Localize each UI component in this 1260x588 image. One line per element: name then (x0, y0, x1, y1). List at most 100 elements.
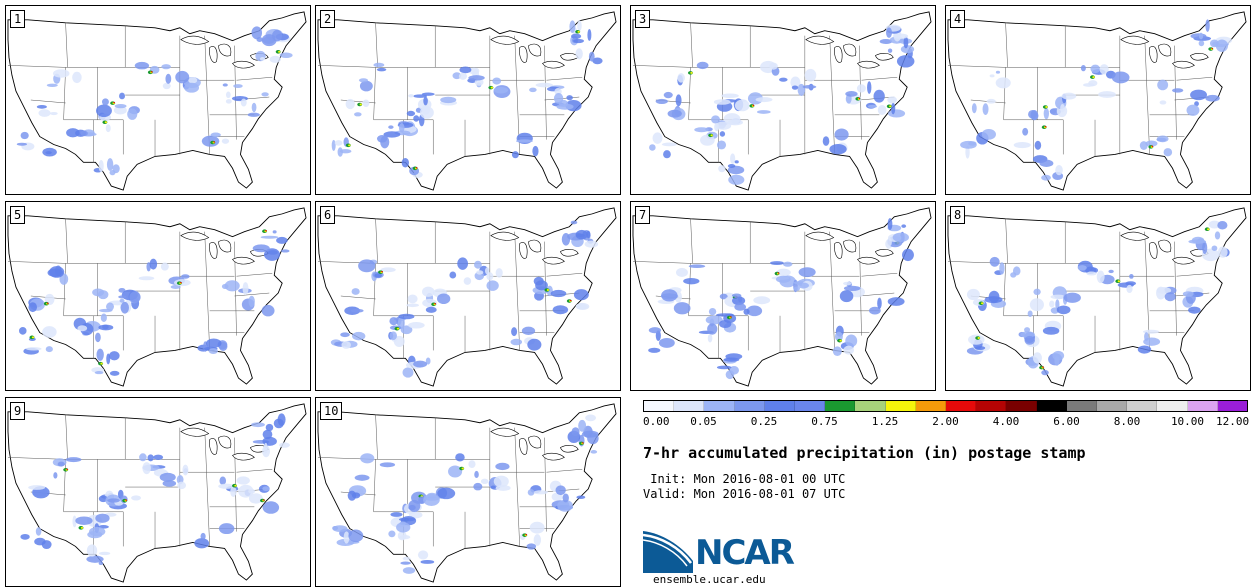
great-lake (834, 242, 843, 259)
precip-area (1060, 104, 1065, 113)
precip-area (995, 70, 1001, 74)
precip-core (47, 302, 49, 304)
precip-area (1024, 335, 1036, 345)
precip-area (129, 291, 141, 303)
precip-area (262, 445, 271, 458)
member-number-label: 6 (320, 206, 336, 224)
precip-area (989, 256, 1000, 267)
precip-area (120, 301, 129, 314)
precip-area (886, 27, 892, 38)
precip-area (248, 493, 263, 504)
great-lake (875, 53, 894, 61)
precip-area (448, 465, 463, 478)
precip-area (793, 286, 800, 291)
precip-area (1172, 88, 1184, 93)
precip-area (577, 20, 582, 32)
precip-area (573, 289, 589, 301)
great-lake (519, 46, 528, 63)
precip-core (66, 468, 69, 471)
precip-area (533, 490, 548, 495)
great-lake (1158, 43, 1172, 57)
precip-area (182, 464, 189, 476)
precip-area (839, 290, 854, 303)
precip-core (31, 336, 35, 339)
precip-area (753, 296, 771, 305)
state-border (204, 231, 210, 351)
colorbar-swatch (644, 401, 675, 411)
precip-area (72, 71, 82, 84)
precip-area (1190, 89, 1207, 101)
precip-area (221, 283, 229, 289)
precip-area (721, 93, 739, 99)
state-border (947, 65, 1066, 68)
precip-area (114, 104, 127, 109)
precip-area (725, 353, 743, 360)
precip-area (389, 317, 398, 326)
state-border (373, 67, 376, 120)
precip-area (1096, 270, 1105, 284)
member-number-label: 10 (320, 402, 343, 420)
precip-area (718, 165, 726, 173)
state-border (1176, 272, 1213, 277)
precip-area (867, 104, 878, 109)
us-outline (7, 403, 307, 583)
precip-area (147, 454, 154, 462)
state-border (829, 35, 835, 155)
precip-area (396, 522, 411, 533)
precip-area (279, 52, 293, 59)
precip-area (521, 326, 536, 335)
great-lake (560, 445, 579, 453)
precip-area (877, 297, 882, 309)
precip-area (700, 134, 715, 146)
precip-area (52, 69, 70, 78)
precip-area (350, 308, 364, 313)
precip-area (707, 333, 713, 343)
precip-area (224, 280, 240, 292)
precip-area (161, 64, 171, 70)
precip-area (420, 559, 435, 564)
state-border (65, 22, 68, 68)
precip-area (16, 142, 28, 146)
precip-area (867, 81, 872, 94)
precip-area (113, 106, 127, 115)
precip-area (495, 462, 510, 471)
precip-area (588, 51, 595, 62)
precip-area (576, 233, 585, 237)
colorbar-swatch (976, 401, 1007, 411)
precip-area (455, 453, 465, 462)
precip-core (1117, 280, 1121, 283)
great-lake (875, 249, 894, 257)
precip-area (28, 302, 37, 313)
state-border (1003, 67, 1006, 120)
precip-area (887, 218, 893, 231)
precip-area (1188, 306, 1201, 314)
precip-area (181, 274, 190, 279)
colorbar-tick-label: 0.00 (643, 415, 670, 428)
precip-area (1145, 140, 1158, 147)
precip-area (437, 293, 451, 305)
precip-area (1055, 165, 1063, 176)
state-border (544, 437, 547, 532)
state-border (546, 76, 583, 81)
ensemble-member-panel: 5 (5, 201, 311, 391)
precip-area (331, 139, 336, 151)
precip-core (359, 103, 362, 106)
precip-core (546, 288, 550, 291)
colorbar-tick-label: 0.05 (690, 415, 717, 428)
precip-area (730, 153, 736, 165)
state-border (1005, 218, 1008, 264)
precip-area (587, 29, 592, 41)
great-lake (180, 35, 210, 45)
state-border (1003, 263, 1006, 316)
precip-area (1077, 265, 1087, 271)
precip-area (1208, 220, 1221, 229)
precip-area (566, 95, 573, 101)
precip-area (413, 360, 428, 368)
precip-area (262, 429, 273, 440)
state-border (546, 272, 583, 277)
precip-area (95, 332, 101, 343)
colorbar-swatch (825, 401, 856, 411)
precip-area (569, 20, 576, 34)
colorbar-labels: 0.00 0.05 0.25 0.75 1.25 2.00 4.00 6.00 8.00 10.0… (643, 415, 1249, 429)
precip-area (94, 371, 104, 375)
